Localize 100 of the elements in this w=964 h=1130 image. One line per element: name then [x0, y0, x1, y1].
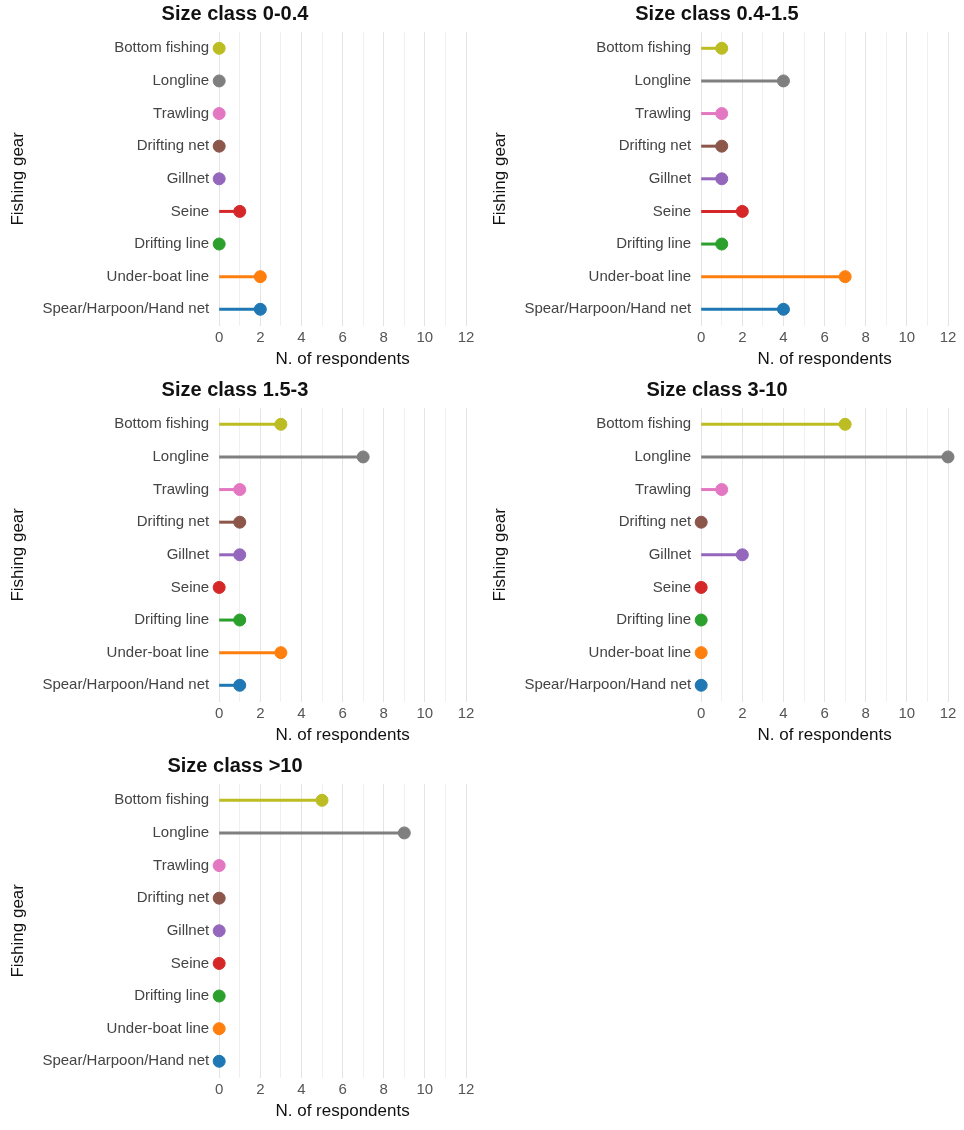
point [776, 74, 790, 88]
y-tick-label: Under-boat line [106, 1018, 210, 1036]
y-tick-label: Seine [652, 201, 692, 219]
y-tick-label: Drifting net [618, 512, 692, 530]
chart-title: Size class 0-0.4 [161, 1, 310, 24]
x-tick-label: 10 [898, 327, 916, 345]
y-tick-label: Under-boat line [106, 266, 210, 284]
x-tick-label: 12 [457, 1079, 475, 1097]
y-tick-label: Spear/Harpoon/Hand net [42, 1051, 211, 1069]
y-tick-label: Drifting line [616, 610, 692, 628]
y-tick-label: Under-boat line [106, 642, 210, 660]
point [715, 237, 729, 251]
x-tick-label: 2 [256, 1079, 265, 1097]
y-tick-label: Drifting net [136, 888, 210, 906]
y-tick-label: Drifting net [618, 136, 692, 154]
y-axis-title: Fishing gear [7, 507, 27, 602]
y-tick-label: Gillnet [166, 544, 210, 562]
y-tick-label: Drifting line [134, 610, 210, 628]
chart-title: Size class >10 [167, 753, 303, 776]
point [715, 139, 729, 153]
x-tick-label: 10 [898, 703, 916, 721]
x-tick-label: 8 [379, 327, 388, 345]
point [776, 302, 790, 316]
point [233, 515, 247, 529]
x-tick-label: 2 [256, 327, 265, 345]
y-axis-title: Fishing gear [489, 507, 509, 602]
x-tick-label: 12 [939, 327, 957, 345]
x-tick-label: 4 [297, 327, 306, 345]
point [715, 483, 729, 497]
y-tick-label: Longline [152, 71, 210, 89]
y-tick-label: Trawling [153, 479, 210, 497]
chart-title: Size class 3-10 [646, 377, 788, 400]
point [838, 417, 852, 431]
y-tick-label: Seine [170, 577, 210, 595]
y-tick-label: Bottom fishing [114, 38, 210, 56]
y-tick-label: Spear/Harpoon/Hand net [524, 299, 693, 317]
y-tick-label: Trawling [635, 103, 692, 121]
y-tick-label: Longline [634, 71, 692, 89]
x-axis-title: N. of respondents [757, 349, 892, 369]
y-tick-label: Gillnet [166, 920, 210, 938]
x-tick-label: 8 [379, 1079, 388, 1097]
x-tick-label: 10 [416, 327, 434, 345]
x-tick-label: 6 [338, 703, 347, 721]
y-tick-label: Spear/Harpoon/Hand net [524, 675, 693, 693]
x-tick-label: 4 [297, 1079, 306, 1097]
point [838, 270, 852, 284]
point [233, 613, 247, 627]
point [233, 483, 247, 497]
point [212, 580, 226, 594]
x-tick-label: 6 [820, 703, 829, 721]
y-tick-label: Bottom fishing [596, 38, 692, 56]
y-tick-label: Trawling [153, 855, 210, 873]
point [274, 646, 288, 660]
y-tick-label: Longline [634, 447, 692, 465]
y-tick-label: Trawling [635, 479, 692, 497]
y-tick-label: Seine [170, 201, 210, 219]
x-tick-label: 4 [297, 703, 306, 721]
y-tick-label: Bottom fishing [596, 414, 692, 432]
point [715, 172, 729, 186]
y-tick-label: Gillnet [648, 168, 692, 186]
y-tick-label: Gillnet [648, 544, 692, 562]
x-tick-label: 12 [457, 327, 475, 345]
y-axis-title: Fishing gear [7, 883, 27, 978]
x-tick-label: 12 [939, 703, 957, 721]
x-axis-title: N. of respondents [757, 725, 892, 745]
x-tick-label: 8 [379, 703, 388, 721]
y-tick-label: Drifting line [134, 234, 210, 252]
y-axis-title: Fishing gear [7, 131, 27, 226]
x-tick-label: 0 [215, 703, 224, 721]
x-tick-label: 2 [256, 703, 265, 721]
y-tick-label: Seine [652, 577, 692, 595]
x-tick-label: 0 [215, 327, 224, 345]
point [694, 580, 708, 594]
x-axis-title: N. of respondents [275, 725, 410, 745]
chart-title: Size class 1.5-3 [161, 377, 309, 400]
point [715, 41, 729, 55]
x-tick-label: 6 [338, 327, 347, 345]
point [735, 204, 749, 218]
y-tick-label: Drifting net [136, 136, 210, 154]
x-axis-title: N. of respondents [275, 349, 410, 369]
x-tick-label: 0 [215, 1079, 224, 1097]
point [694, 678, 708, 692]
x-tick-label: 2 [738, 327, 747, 345]
x-tick-label: 0 [697, 327, 706, 345]
y-axis-title: Fishing gear [489, 131, 509, 226]
y-tick-label: Spear/Harpoon/Hand net [42, 675, 211, 693]
y-tick-label: Gillnet [166, 168, 210, 186]
x-tick-label: 2 [738, 703, 747, 721]
x-tick-label: 4 [779, 327, 788, 345]
y-tick-label: Under-boat line [588, 642, 692, 660]
x-axis-title: N. of respondents [275, 1101, 410, 1121]
y-tick-label: Drifting line [134, 986, 210, 1004]
y-tick-label: Longline [152, 823, 210, 841]
y-tick-label: Trawling [153, 103, 210, 121]
y-tick-label: Drifting net [136, 512, 210, 530]
y-tick-label: Bottom fishing [114, 414, 210, 432]
y-tick-label: Spear/Harpoon/Hand net [42, 299, 211, 317]
x-tick-label: 4 [779, 703, 788, 721]
chart-title: Size class 0.4-1.5 [635, 1, 799, 24]
x-tick-label: 10 [416, 703, 434, 721]
